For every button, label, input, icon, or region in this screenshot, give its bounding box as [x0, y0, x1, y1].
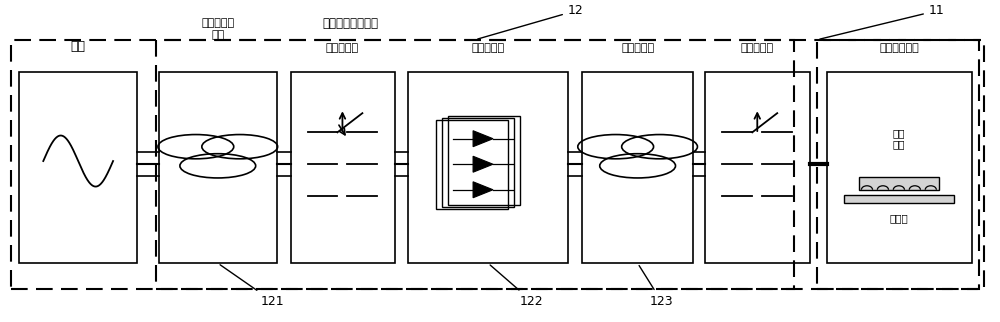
- Text: 电机模拟单元: 电机模拟单元: [879, 43, 919, 52]
- Text: 122: 122: [490, 265, 544, 308]
- Bar: [827, 72, 972, 263]
- Polygon shape: [473, 182, 493, 198]
- Bar: [436, 119, 508, 209]
- Bar: [159, 72, 277, 263]
- Text: 牵引系统电路单元: 牵引系统电路单元: [322, 17, 378, 30]
- Bar: [442, 118, 514, 207]
- Polygon shape: [473, 156, 493, 172]
- Text: 磁浮
列车: 磁浮 列车: [893, 128, 905, 149]
- Bar: [582, 72, 693, 263]
- Bar: [844, 194, 954, 203]
- Bar: [19, 72, 137, 263]
- Bar: [408, 72, 568, 263]
- Bar: [859, 177, 939, 190]
- Bar: [448, 116, 520, 205]
- Text: 121: 121: [220, 265, 284, 308]
- Text: 输出开关柜: 输出开关柜: [741, 43, 774, 52]
- Text: 第一输入变
压器: 第一输入变 压器: [201, 18, 234, 40]
- Text: 长定子: 长定子: [890, 213, 908, 223]
- Bar: [705, 72, 810, 263]
- Text: 输出变压器: 输出变压器: [621, 43, 654, 52]
- Text: 11: 11: [820, 4, 945, 39]
- Text: 123: 123: [639, 266, 673, 308]
- Text: 电网: 电网: [71, 40, 86, 52]
- Bar: [291, 72, 395, 263]
- Text: 第一变流器: 第一变流器: [471, 43, 505, 52]
- Text: 12: 12: [478, 4, 584, 39]
- Text: 输入开关柜: 输入开关柜: [326, 43, 359, 52]
- Polygon shape: [473, 131, 493, 147]
